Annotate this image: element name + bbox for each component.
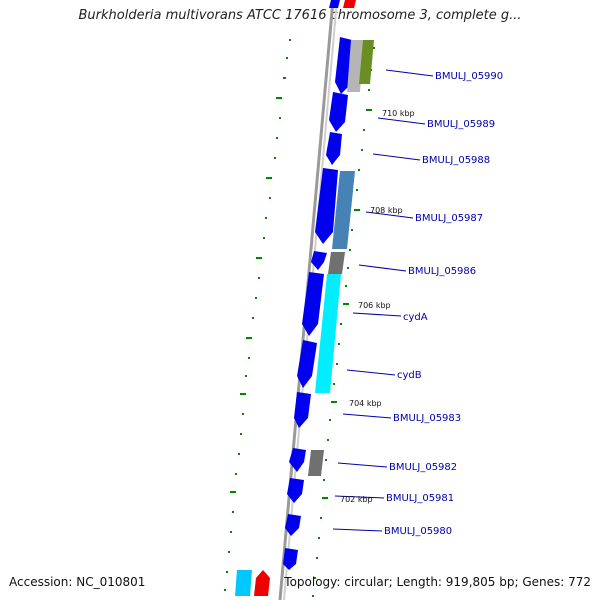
gene-label[interactable]: BMULJ_05983 [393, 413, 461, 424]
map-title: Burkholderia multivorans ATCC 17616 chro… [78, 8, 522, 23]
cds-arrow[interactable] [289, 448, 306, 472]
gene-label[interactable]: BMULJ_05989 [427, 119, 495, 130]
cds-feature-olive[interactable] [359, 40, 374, 84]
tick-label: 706 kbp [358, 301, 391, 310]
gene-leader-lines [332, 69, 434, 532]
cds-feature-bottom-cyan[interactable] [235, 570, 252, 596]
gene-label[interactable]: cydB [397, 370, 422, 381]
gene-label[interactable]: BMULJ_05980 [384, 526, 452, 537]
cds-arrow[interactable] [315, 168, 338, 244]
gene-label[interactable]: BMULJ_05982 [389, 462, 457, 473]
cds-arrow[interactable] [283, 548, 298, 570]
tick-label: 702 kbp [340, 495, 373, 504]
tick-label: 710 kbp [382, 109, 415, 118]
cds-arrow[interactable] [311, 251, 327, 270]
gene-label[interactable]: BMULJ_05987 [415, 213, 483, 224]
gene-label[interactable]: BMULJ_05981 [386, 493, 454, 504]
accession-label: Accession: NC_010801 [9, 575, 146, 589]
tick-marks-left [224, 39, 291, 591]
cds-arrows-blue [283, 37, 356, 570]
tick-label: 704 kbp [349, 399, 382, 408]
gene-label[interactable]: BMULJ_05988 [422, 155, 490, 166]
tick-label: 708 kbp [370, 206, 403, 215]
cds-feature-top-red[interactable] [343, 0, 356, 8]
cds-feature-cyan[interactable] [315, 274, 341, 393]
cds-feature-darkgray-2[interactable] [308, 450, 324, 476]
tick-marks-right [312, 47, 375, 597]
cds-arrow[interactable] [329, 92, 348, 132]
cds-arrow[interactable] [294, 392, 311, 428]
gene-label[interactable]: cydA [403, 312, 428, 323]
topology-summary: Topology: circular; Length: 919,805 bp; … [284, 575, 591, 589]
cds-feature-darkgray-1[interactable] [328, 252, 345, 274]
cds-arrow[interactable] [297, 340, 317, 388]
cds-feature-steel[interactable] [332, 171, 355, 249]
cds-arrow[interactable] [287, 478, 304, 503]
cds-feature-top-blue[interactable] [329, 0, 340, 8]
gene-label[interactable]: BMULJ_05986 [408, 266, 476, 277]
cds-arrow[interactable] [285, 514, 301, 536]
gene-label[interactable]: BMULJ_05990 [435, 71, 503, 82]
cds-arrow[interactable] [326, 132, 342, 165]
cds-feature-bottom-red[interactable] [254, 570, 270, 596]
cds-arrow[interactable] [302, 272, 324, 336]
